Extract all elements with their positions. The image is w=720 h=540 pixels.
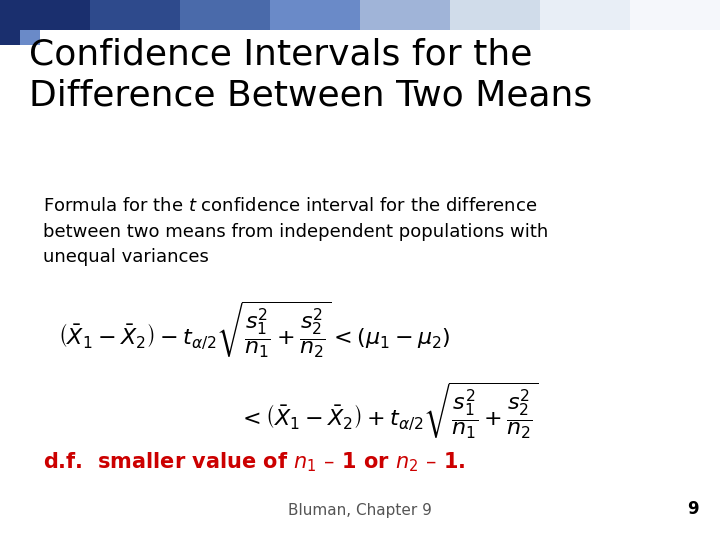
FancyBboxPatch shape <box>0 30 20 45</box>
Text: d.f.  smaller value of $n_1$ – 1 or $n_2$ – 1.: d.f. smaller value of $n_1$ – 1 or $n_2$… <box>43 451 466 475</box>
Text: 9: 9 <box>687 501 698 518</box>
FancyBboxPatch shape <box>450 0 540 30</box>
Text: Formula for the $t$ confidence interval for the difference
between two means fro: Formula for the $t$ confidence interval … <box>43 197 549 267</box>
FancyBboxPatch shape <box>90 0 180 30</box>
FancyBboxPatch shape <box>20 30 40 45</box>
FancyBboxPatch shape <box>630 0 720 30</box>
Text: Bluman, Chapter 9: Bluman, Chapter 9 <box>288 503 432 518</box>
Text: $\left(\bar{X}_1 - \bar{X}_2\right) - t_{\alpha/2}\sqrt{\dfrac{s_1^2}{n_1} + \df: $\left(\bar{X}_1 - \bar{X}_2\right) - t_… <box>58 300 450 360</box>
FancyBboxPatch shape <box>180 0 270 30</box>
FancyBboxPatch shape <box>540 0 630 30</box>
FancyBboxPatch shape <box>270 0 360 30</box>
Text: Confidence Intervals for the
Difference Between Two Means: Confidence Intervals for the Difference … <box>29 38 592 112</box>
FancyBboxPatch shape <box>0 0 90 30</box>
Text: $< \left(\bar{X}_1 - \bar{X}_2\right) + t_{\alpha/2}\sqrt{\dfrac{s_1^2}{n_1} + \: $< \left(\bar{X}_1 - \bar{X}_2\right) + … <box>238 381 538 441</box>
FancyBboxPatch shape <box>360 0 450 30</box>
